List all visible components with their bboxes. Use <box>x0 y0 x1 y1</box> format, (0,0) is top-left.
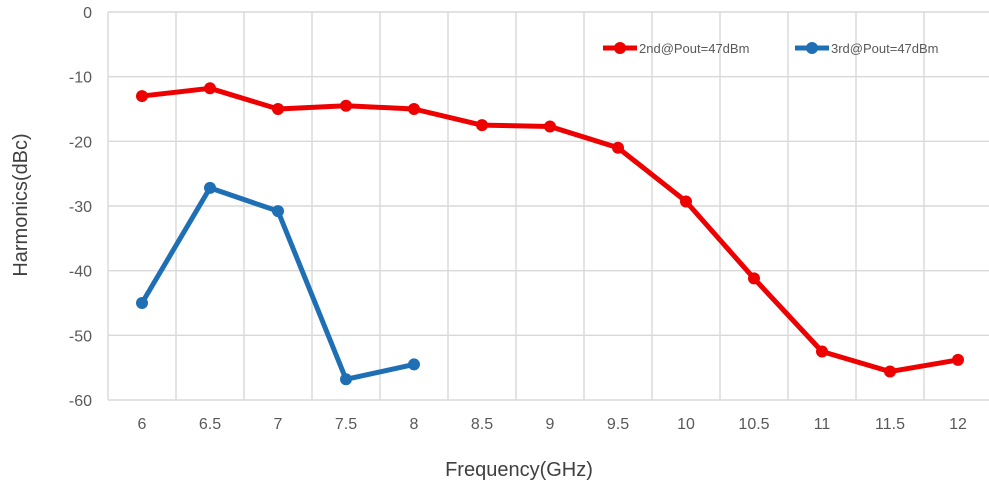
data-point <box>612 141 624 154</box>
data-point <box>136 90 148 103</box>
series-lines <box>136 82 964 386</box>
legend-marker <box>614 42 626 54</box>
x-tick-label: 8 <box>410 416 419 433</box>
data-point <box>408 103 420 115</box>
x-tick-label: 11 <box>814 416 831 433</box>
legend-label: 3rd@Pout=47dBm <box>831 41 939 56</box>
x-tick-label: 9 <box>546 416 555 433</box>
y-tick-label: 0 <box>83 5 92 22</box>
legend-item: 2nd@Pout=47dBm <box>603 41 749 56</box>
data-point <box>408 358 420 371</box>
x-tick-labels: 6 6.5 7 7.5 8 8.5 9 9.5 10 10.5 11 11.5 12 <box>138 416 967 433</box>
y-tick-label: -50 <box>69 328 92 345</box>
x-tick-label: 6.5 <box>199 416 221 433</box>
data-point <box>340 99 352 112</box>
data-point <box>272 205 284 218</box>
data-point <box>748 272 760 285</box>
legend-label: 2nd@Pout=47dBm <box>639 41 749 56</box>
y-axis-title: Harmonics(dBc) <box>10 133 32 276</box>
data-point <box>340 373 352 386</box>
x-tick-label: 8.5 <box>471 416 493 433</box>
data-point <box>952 353 964 366</box>
legend-marker <box>806 42 818 54</box>
x-tick-label: 7.5 <box>335 416 357 433</box>
x-tick-label: 9.5 <box>607 416 629 433</box>
x-tick-label: 10 <box>677 416 695 433</box>
series-1 <box>136 82 964 378</box>
data-point <box>884 365 896 378</box>
legend: 2nd@Pout=47dBm 3rd@Pout=47dBm <box>603 41 939 56</box>
data-point <box>476 119 488 132</box>
data-point <box>204 181 216 194</box>
x-tick-label: 12 <box>949 416 967 433</box>
data-point <box>204 82 216 95</box>
x-tick-label: 6 <box>138 416 147 433</box>
x-tick-label: 10.5 <box>738 416 769 433</box>
data-point <box>272 103 284 115</box>
data-point <box>544 120 556 133</box>
gridlines <box>107 11 989 401</box>
y-tick-label: -20 <box>69 134 92 151</box>
data-point <box>136 297 148 309</box>
data-point <box>816 345 828 358</box>
x-tick-label: 7 <box>274 416 283 433</box>
y-tick-label: -40 <box>69 264 92 281</box>
y-tick-labels: 0 -10 -20 -30 -40 -50 -60 <box>69 5 92 410</box>
x-axis-title: Frequency(GHz) <box>445 459 593 481</box>
y-tick-label: -30 <box>69 199 92 216</box>
legend-item: 3rd@Pout=47dBm <box>795 41 939 56</box>
y-tick-label: -60 <box>69 393 92 410</box>
y-tick-label: -10 <box>69 70 92 87</box>
series-2 <box>136 181 420 386</box>
x-tick-label: 11.5 <box>875 416 905 433</box>
data-point <box>680 195 692 208</box>
